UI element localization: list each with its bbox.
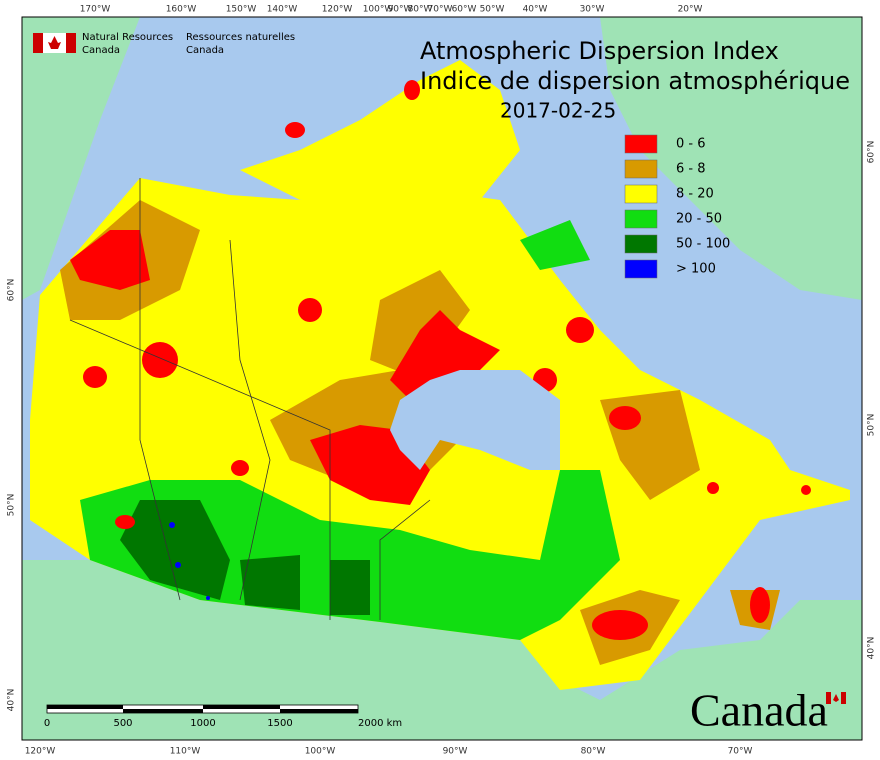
- latitude-label: 60°N: [7, 279, 17, 302]
- department-fr: Canada: [186, 45, 224, 56]
- latitude-label: 60°N: [867, 141, 877, 164]
- zone: [120, 500, 230, 600]
- title-fr: Indice de dispersion atmosphérique: [420, 67, 850, 95]
- blue-zones: [169, 522, 210, 600]
- legend-label: 6 - 8: [676, 162, 706, 177]
- legend-swatch: [624, 259, 658, 279]
- longitude-label: 140°W: [267, 5, 298, 15]
- title-en: Atmospheric Dispersion Index: [420, 37, 779, 65]
- zone: [330, 560, 370, 615]
- longitude-label: 80°W: [408, 5, 433, 15]
- zone: [520, 220, 590, 270]
- department-en: Canada: [82, 45, 120, 56]
- longitude-label: 20°W: [678, 5, 703, 15]
- wordmark: Canada: [690, 685, 828, 736]
- date: 2017-02-25: [500, 99, 616, 123]
- longitude-label: 150°W: [226, 5, 257, 15]
- nrcan-flag: [33, 33, 76, 53]
- legend-label: 20 - 50: [676, 212, 722, 227]
- latitude-label: 40°N: [7, 689, 17, 712]
- scale-label: 500: [113, 718, 132, 729]
- longitude-label: 120°W: [322, 5, 353, 15]
- department-en: Natural Resources: [82, 32, 173, 43]
- hudson-bay: [390, 370, 560, 470]
- scale-label: 1000: [190, 718, 215, 729]
- alaska: [22, 17, 140, 300]
- usa: [22, 560, 862, 740]
- legend-swatch: [624, 134, 658, 154]
- legend-label: 0 - 6: [676, 137, 706, 152]
- longitude-label: 80°W: [581, 747, 606, 757]
- longitude-label: 40°W: [523, 5, 548, 15]
- legend-label: 50 - 100: [676, 237, 730, 252]
- legend-swatch: [624, 184, 658, 204]
- scale-label: 2000 km: [358, 718, 402, 729]
- zone: [240, 555, 300, 610]
- latitude-label: 50°N: [7, 494, 17, 517]
- arctic-islands: [240, 60, 520, 200]
- legend-swatch: [624, 209, 658, 229]
- longitude-label: 100°W: [305, 747, 336, 757]
- legend: 0 - 6 6 - 8 8 - 20 20 - 50 50 - 100 > 100: [624, 134, 730, 279]
- longitude-label: 100°W: [363, 5, 394, 15]
- longitude-label: 60°W: [452, 5, 477, 15]
- latitude-label: 40°N: [867, 637, 877, 660]
- boundaries: [69, 178, 431, 620]
- scale-label: 0: [44, 718, 50, 729]
- longitude-label: 70°W: [428, 5, 453, 15]
- latitude-label: 50°N: [867, 414, 877, 437]
- map-border: [21, 16, 863, 741]
- legend-label: > 100: [676, 262, 716, 277]
- wordmark-flag: [826, 692, 846, 704]
- longitude-label: 160°W: [166, 5, 197, 15]
- longitude-label: 90°W: [443, 747, 468, 757]
- longitude-label: 70°W: [728, 747, 753, 757]
- legend-swatch: [624, 234, 658, 254]
- greenland: [600, 17, 862, 300]
- zone: [370, 270, 470, 380]
- longitude-label: 120°W: [25, 747, 56, 757]
- longitude-label: 30°W: [580, 5, 605, 15]
- scale-label: 1500: [267, 718, 292, 729]
- longitude-label: 50°W: [480, 5, 505, 15]
- department-fr: Ressources naturelles: [186, 32, 295, 43]
- longitude-label: 170°W: [80, 5, 111, 15]
- longitude-label: 110°W: [170, 747, 201, 757]
- scale-bar: [46, 704, 359, 714]
- legend-label: 8 - 20: [676, 187, 714, 202]
- longitude-label: 90°W: [388, 5, 413, 15]
- legend-swatch: [624, 159, 658, 179]
